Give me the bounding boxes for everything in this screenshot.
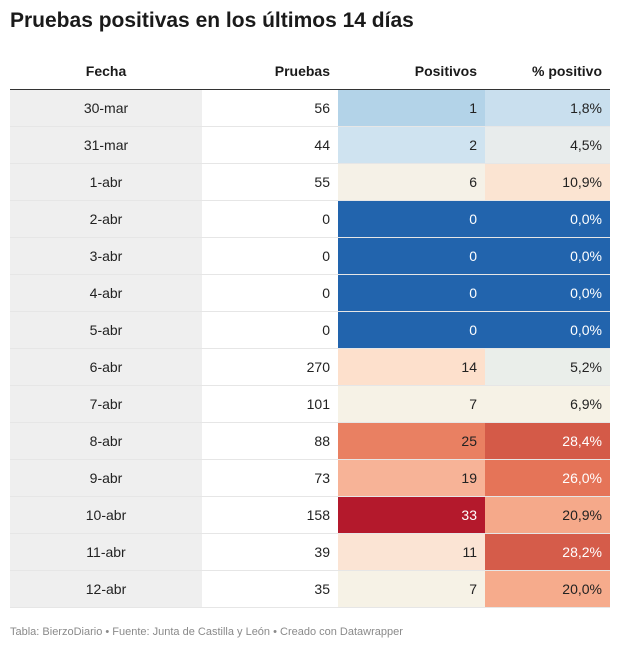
cell-fecha: 7-abr	[10, 385, 202, 423]
table-row: 31-mar 44 2 4,5%	[10, 126, 610, 164]
cell-pruebas: 39	[202, 533, 338, 571]
cell-pruebas: 56	[202, 89, 338, 127]
cell-pct-positivo: 0,0%	[485, 311, 610, 349]
column-header-pct-positivo[interactable]: % positivo	[485, 53, 610, 90]
table-row: 30-mar 56 1 1,8%	[10, 89, 610, 127]
cell-fecha: 30-mar	[10, 89, 202, 127]
cell-pct-positivo: 1,8%	[485, 89, 610, 127]
cell-fecha: 8-abr	[10, 422, 202, 460]
table-row: 7-abr 101 7 6,9%	[10, 385, 610, 423]
cell-positivos: 11	[338, 533, 485, 571]
cell-pct-positivo: 0,0%	[485, 237, 610, 275]
page-title: Pruebas positivas en los últimos 14 días	[10, 9, 414, 32]
cell-fecha: 6-abr	[10, 348, 202, 386]
cell-pruebas: 101	[202, 385, 338, 423]
cell-pct-positivo: 5,2%	[485, 348, 610, 386]
table-row: 5-abr 0 0 0,0%	[10, 311, 610, 349]
cell-fecha: 11-abr	[10, 533, 202, 571]
cell-positivos: 0	[338, 237, 485, 275]
table-row: 11-abr 39 11 28,2%	[10, 533, 610, 571]
cell-positivos: 33	[338, 496, 485, 534]
cell-positivos: 0	[338, 311, 485, 349]
column-header-positivos[interactable]: Positivos	[338, 53, 485, 90]
cell-positivos: 7	[338, 570, 485, 608]
cell-fecha: 2-abr	[10, 200, 202, 238]
cell-pruebas: 88	[202, 422, 338, 460]
cell-fecha: 5-abr	[10, 311, 202, 349]
table-row: 4-abr 0 0 0,0%	[10, 274, 610, 312]
cell-positivos: 6	[338, 163, 485, 201]
cell-pct-positivo: 20,9%	[485, 496, 610, 534]
cell-pct-positivo: 0,0%	[485, 200, 610, 238]
cell-fecha: 12-abr	[10, 570, 202, 608]
cell-pruebas: 0	[202, 237, 338, 275]
table-row: 3-abr 0 0 0,0%	[10, 237, 610, 275]
source-footer: Tabla: BierzoDiario • Fuente: Junta de C…	[10, 626, 403, 638]
cell-pruebas: 44	[202, 126, 338, 164]
cell-pct-positivo: 28,2%	[485, 533, 610, 571]
table-row: 10-abr 158 33 20,9%	[10, 496, 610, 534]
cell-fecha: 3-abr	[10, 237, 202, 275]
cell-pct-positivo: 26,0%	[485, 459, 610, 497]
table-row: 9-abr 73 19 26,0%	[10, 459, 610, 497]
table-body: 30-mar 56 1 1,8% 31-mar 44 2 4,5% 1-abr 55 6 10,9% 2…	[10, 89, 610, 608]
cell-positivos: 0	[338, 274, 485, 312]
header-row: Fecha Pruebas Positivos % positivo	[10, 53, 610, 90]
cell-pruebas: 73	[202, 459, 338, 497]
cell-pruebas: 270	[202, 348, 338, 386]
table-row: 2-abr 0 0 0,0%	[10, 200, 610, 238]
cell-pruebas: 0	[202, 200, 338, 238]
cell-pct-positivo: 28,4%	[485, 422, 610, 460]
table-row: 6-abr 270 14 5,2%	[10, 348, 610, 386]
cell-pct-positivo: 20,0%	[485, 570, 610, 608]
cell-pct-positivo: 6,9%	[485, 385, 610, 423]
table-row: 1-abr 55 6 10,9%	[10, 163, 610, 201]
cell-pruebas: 55	[202, 163, 338, 201]
cell-positivos: 25	[338, 422, 485, 460]
cell-pct-positivo: 0,0%	[485, 274, 610, 312]
cell-pruebas: 158	[202, 496, 338, 534]
table-row: 12-abr 35 7 20,0%	[10, 570, 610, 608]
cell-pruebas: 0	[202, 311, 338, 349]
cell-pct-positivo: 10,9%	[485, 163, 610, 201]
cell-positivos: 14	[338, 348, 485, 386]
table-header: Fecha Pruebas Positivos % positivo	[10, 53, 610, 90]
cell-pct-positivo: 4,5%	[485, 126, 610, 164]
table-row: 8-abr 88 25 28,4%	[10, 422, 610, 460]
data-table: Fecha Pruebas Positivos % positivo 30-ma…	[10, 53, 610, 608]
cell-positivos: 1	[338, 89, 485, 127]
cell-positivos: 2	[338, 126, 485, 164]
column-header-pruebas[interactable]: Pruebas	[202, 53, 338, 90]
cell-fecha: 9-abr	[10, 459, 202, 497]
cell-fecha: 31-mar	[10, 126, 202, 164]
cell-pruebas: 0	[202, 274, 338, 312]
cell-positivos: 7	[338, 385, 485, 423]
cell-fecha: 4-abr	[10, 274, 202, 312]
cell-fecha: 10-abr	[10, 496, 202, 534]
cell-positivos: 19	[338, 459, 485, 497]
column-header-fecha[interactable]: Fecha	[10, 53, 202, 90]
cell-positivos: 0	[338, 200, 485, 238]
cell-pruebas: 35	[202, 570, 338, 608]
cell-fecha: 1-abr	[10, 163, 202, 201]
